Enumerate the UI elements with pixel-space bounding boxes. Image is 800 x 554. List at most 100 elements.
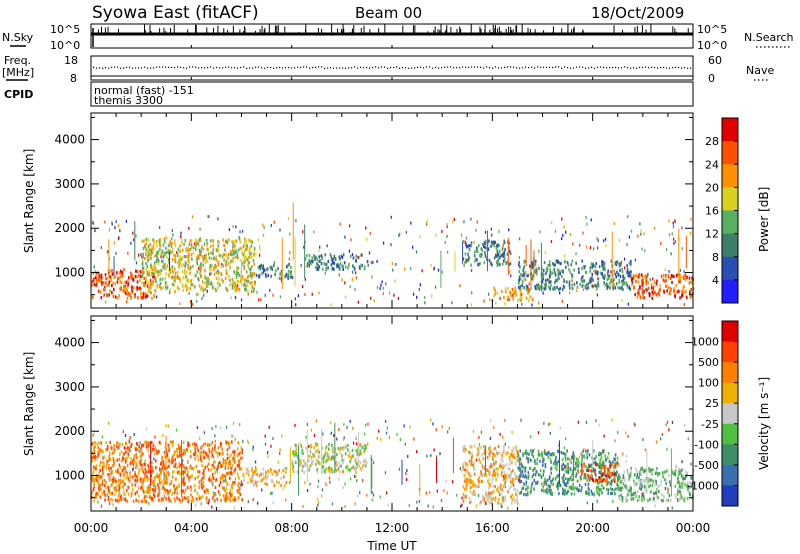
echo-cell xyxy=(667,490,669,494)
echo-cell xyxy=(168,464,170,468)
echo-cell xyxy=(111,268,113,273)
echo-speckle xyxy=(443,489,445,493)
echo-cell xyxy=(537,453,540,457)
echo-cell xyxy=(236,267,238,271)
echo-cell xyxy=(570,487,573,491)
echo-cell xyxy=(511,498,514,502)
echo-cell xyxy=(123,452,125,456)
freq-point xyxy=(105,67,107,69)
echo-cell xyxy=(168,472,170,476)
echo-cell xyxy=(598,265,601,269)
freq-point xyxy=(600,66,602,68)
echo-cell xyxy=(236,255,238,259)
echo-cell xyxy=(549,263,551,267)
echo-cell xyxy=(130,491,133,495)
echo-cell xyxy=(95,464,98,468)
echo-cell xyxy=(197,241,199,245)
echo-speckle xyxy=(495,301,497,305)
echo-cell xyxy=(495,451,498,456)
echo-cell xyxy=(502,254,505,259)
echo-speckle xyxy=(363,432,366,436)
echo-cell xyxy=(489,464,492,469)
echo-cell xyxy=(109,491,111,495)
echo-cell xyxy=(629,262,632,266)
echo-cell xyxy=(463,263,465,267)
echo-cell xyxy=(599,452,602,456)
echo-cell xyxy=(142,252,145,256)
echo-cell xyxy=(575,457,578,461)
echo-cell xyxy=(556,268,559,272)
echo-speckle xyxy=(354,502,356,506)
echo-cell xyxy=(217,464,219,468)
echo-cell xyxy=(354,467,356,471)
echo-cell xyxy=(204,442,207,446)
echo-cell xyxy=(108,454,111,458)
echo-cell xyxy=(152,278,155,282)
echo-cell xyxy=(489,470,492,474)
echo-cell xyxy=(484,254,487,258)
freq-point xyxy=(291,67,293,69)
echo-cell xyxy=(171,475,174,479)
echo-speckle xyxy=(665,481,667,485)
echo-speckle xyxy=(165,424,167,428)
echo-speckle xyxy=(619,274,622,278)
echo-cell xyxy=(145,252,147,256)
echo-cell xyxy=(601,491,603,495)
echo-speckle xyxy=(256,501,259,505)
echo-cell xyxy=(612,286,615,291)
echo-cell xyxy=(640,487,643,491)
echo-cell xyxy=(642,279,645,283)
echo-cell xyxy=(512,477,514,482)
echo-cell xyxy=(642,290,645,294)
echo-cell xyxy=(465,480,467,484)
echo-cell xyxy=(519,458,521,462)
echo-speckle xyxy=(233,506,236,510)
echo-cell xyxy=(319,259,322,263)
echo-cell xyxy=(668,474,670,478)
echo-cell xyxy=(175,448,178,452)
echo-cell xyxy=(145,237,148,241)
echo-cell xyxy=(174,244,177,248)
echo-cell xyxy=(189,271,191,275)
echo-cell xyxy=(630,486,633,491)
echo-speckle xyxy=(108,463,110,467)
echo-cell xyxy=(273,469,275,474)
echo-cell xyxy=(236,447,239,451)
echo-cell xyxy=(466,463,469,467)
echo-cell xyxy=(465,260,467,264)
echo-cell xyxy=(102,293,105,297)
echo-cell xyxy=(152,238,154,242)
echo-speckle xyxy=(260,298,262,302)
echo-cell xyxy=(236,253,239,257)
echo-cell xyxy=(513,291,516,295)
freq-point xyxy=(303,66,305,68)
echo-cell xyxy=(207,276,209,280)
echo-cell xyxy=(194,447,196,452)
echo-cell xyxy=(655,293,658,297)
echo-cell xyxy=(166,453,169,457)
echo-speckle xyxy=(206,501,208,505)
echo-cell xyxy=(243,260,246,265)
echo-cell xyxy=(98,489,101,493)
echo-cell xyxy=(590,476,593,481)
echo-cell xyxy=(605,458,607,462)
echo-cell xyxy=(173,450,176,454)
echo-speckle xyxy=(317,485,319,489)
echo-cell xyxy=(663,470,666,474)
echo-cell xyxy=(532,472,535,477)
echo-cell xyxy=(548,285,550,289)
echo-cell xyxy=(227,252,230,256)
echo-cell xyxy=(600,464,602,468)
echo-cell xyxy=(180,237,183,242)
echo-cell xyxy=(464,448,467,452)
echo-cell xyxy=(270,274,273,278)
echo-cell xyxy=(241,275,244,279)
echo-cell xyxy=(523,259,526,263)
echo-cell xyxy=(165,272,167,276)
echo-cell xyxy=(278,468,281,473)
freq-point xyxy=(621,67,623,69)
echo-cell xyxy=(337,467,340,471)
echo-cell xyxy=(243,282,246,286)
echo-cell xyxy=(263,476,265,480)
echo-cell xyxy=(205,284,208,288)
